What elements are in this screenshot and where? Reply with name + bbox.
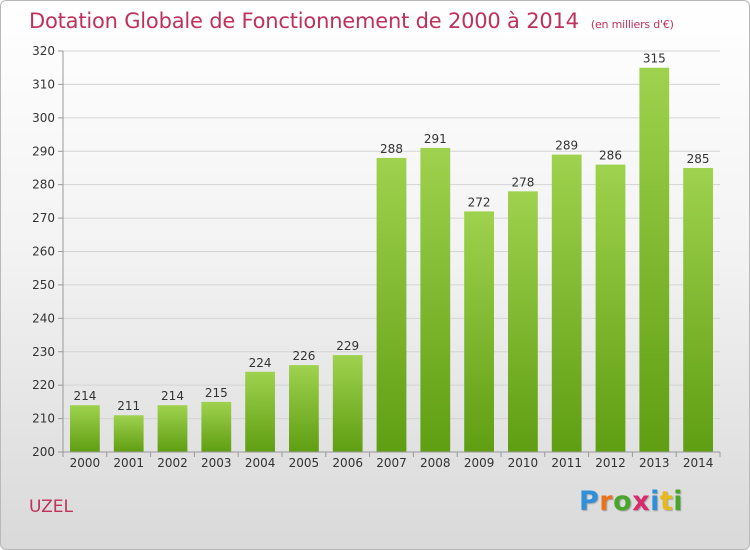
bar <box>551 154 582 452</box>
bar <box>595 164 626 452</box>
bar <box>70 405 100 452</box>
proxiti-logo: Proxiti <box>579 486 683 517</box>
bar <box>420 147 451 453</box>
logo-letter: t <box>659 486 674 517</box>
bar <box>157 405 188 452</box>
x-tick-label: 2002 <box>157 456 188 470</box>
x-tick-label: 2004 <box>245 456 276 470</box>
y-tick-label: 240 <box>32 311 55 325</box>
data-label: 229 <box>336 339 359 353</box>
data-label: 224 <box>249 356 272 370</box>
bar <box>683 167 713 453</box>
data-label: 278 <box>511 175 534 189</box>
data-label: 272 <box>468 195 491 209</box>
bar <box>289 365 319 452</box>
x-axis-ticks: 2000 2001 2002 2003 2004 2005 2006 2007 2008 2009… <box>62 452 721 470</box>
data-label: 211 <box>117 399 140 413</box>
x-tick-label: 2013 <box>639 456 670 470</box>
axes <box>62 51 720 453</box>
x-tick-label: 2011 <box>551 456 582 470</box>
bar <box>639 67 670 452</box>
logo-letter: i <box>673 486 684 517</box>
y-tick-label: 270 <box>32 211 55 225</box>
bar <box>245 371 275 452</box>
data-label: 214 <box>161 389 184 403</box>
y-tick-label: 300 <box>32 111 55 125</box>
x-tick-label: 2003 <box>201 456 232 470</box>
bar <box>508 191 538 452</box>
x-tick-label: 2012 <box>595 456 626 470</box>
x-tick-label: 2006 <box>332 456 363 470</box>
chart-title: Dotation Globale de Fonctionnement de 20… <box>29 9 674 33</box>
chart-unit-subtitle: (en milliers d'€) <box>590 18 674 31</box>
data-label: 215 <box>205 386 228 400</box>
data-label: 288 <box>380 142 403 156</box>
logo-letter: i <box>650 486 660 517</box>
data-labels: 214 211 214 215 224 226 229 288 291 272 278 289 286 3… <box>73 52 709 414</box>
y-tick-label: 210 <box>32 412 55 426</box>
y-tick-label: 230 <box>32 345 55 359</box>
bar <box>332 355 363 452</box>
chart-title-text: Dotation Globale de Fonctionnement de 20… <box>29 9 579 33</box>
logo-letter: o <box>613 486 633 517</box>
logo-letter: x <box>632 486 651 517</box>
data-label: 286 <box>599 149 622 163</box>
data-label: 285 <box>687 152 710 166</box>
x-tick-label: 2010 <box>508 456 539 470</box>
x-tick-label: 2007 <box>376 456 407 470</box>
y-tick-label: 280 <box>32 178 55 192</box>
x-tick-label: 2014 <box>683 456 714 470</box>
y-tick-label: 290 <box>32 144 55 158</box>
y-tick-label: 250 <box>32 278 55 292</box>
y-tick-label: 310 <box>32 77 55 91</box>
bar <box>113 415 144 452</box>
data-label: 291 <box>424 132 447 146</box>
y-tick-label: 260 <box>32 245 55 259</box>
x-tick-label: 2005 <box>289 456 320 470</box>
x-tick-label: 2008 <box>420 456 451 470</box>
bar <box>376 157 407 452</box>
x-tick-label: 2001 <box>113 456 144 470</box>
y-tick-label: 220 <box>32 378 55 392</box>
place-name: UZEL <box>29 497 74 517</box>
y-axis-ticks: 200 210 220 230 240 250 260 270 280 290 300 310 320 <box>32 44 63 459</box>
logo-letter: r <box>599 486 614 517</box>
y-tick-label: 320 <box>32 44 55 58</box>
y-tick-label: 200 <box>32 445 55 459</box>
x-tick-label: 2009 <box>464 456 495 470</box>
bar <box>464 211 494 452</box>
data-label: 214 <box>73 389 96 403</box>
x-tick-label: 2000 <box>70 456 101 470</box>
bar <box>201 401 232 452</box>
bars <box>70 67 713 453</box>
data-label: 315 <box>643 52 666 66</box>
data-label: 226 <box>292 349 315 363</box>
data-label: 289 <box>555 139 578 153</box>
logo-letter: P <box>579 486 600 517</box>
